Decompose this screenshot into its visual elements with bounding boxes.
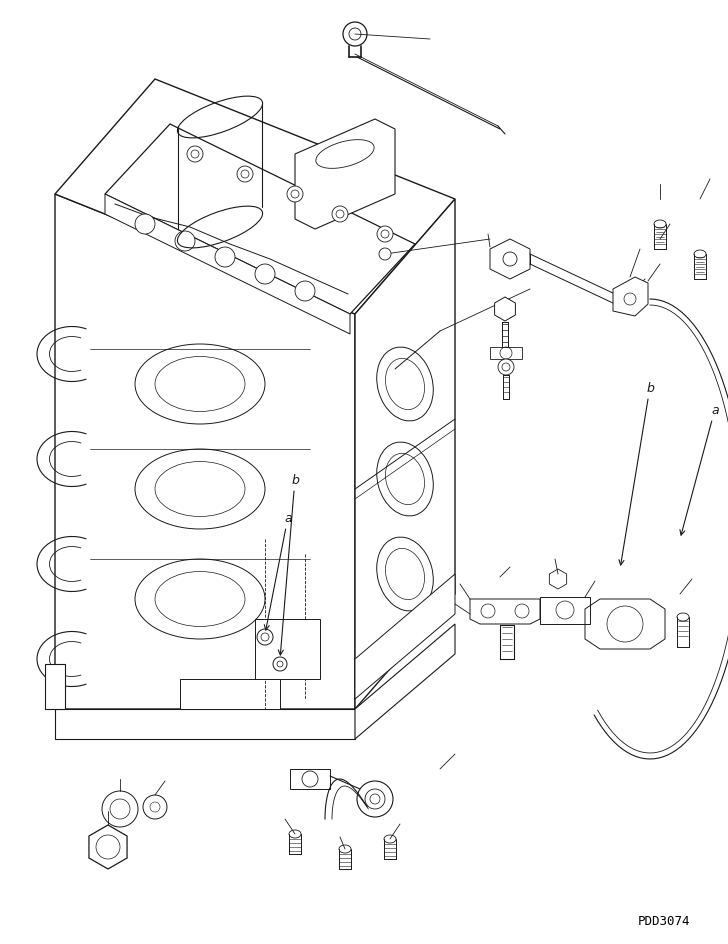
Polygon shape bbox=[355, 624, 455, 739]
Polygon shape bbox=[355, 574, 455, 700]
Polygon shape bbox=[490, 347, 522, 360]
Polygon shape bbox=[105, 125, 415, 314]
Text: b: b bbox=[619, 381, 654, 565]
Polygon shape bbox=[290, 769, 330, 789]
Polygon shape bbox=[490, 240, 530, 279]
Circle shape bbox=[175, 232, 195, 252]
Circle shape bbox=[255, 264, 275, 285]
Polygon shape bbox=[55, 80, 455, 314]
Text: a: a bbox=[680, 403, 719, 535]
Circle shape bbox=[357, 782, 393, 818]
Polygon shape bbox=[105, 194, 350, 334]
Circle shape bbox=[135, 215, 155, 235]
Polygon shape bbox=[89, 825, 127, 869]
Circle shape bbox=[237, 167, 253, 183]
Polygon shape bbox=[613, 278, 648, 316]
Polygon shape bbox=[180, 680, 280, 709]
Polygon shape bbox=[355, 200, 455, 709]
Text: PDD3074: PDD3074 bbox=[638, 914, 690, 927]
Circle shape bbox=[187, 147, 203, 162]
Circle shape bbox=[215, 247, 235, 268]
Polygon shape bbox=[470, 599, 540, 624]
Polygon shape bbox=[540, 598, 590, 624]
Polygon shape bbox=[255, 619, 320, 680]
Circle shape bbox=[498, 360, 514, 376]
Circle shape bbox=[302, 771, 318, 787]
Text: b: b bbox=[278, 473, 299, 655]
Circle shape bbox=[273, 657, 287, 671]
Text: a: a bbox=[264, 511, 292, 631]
Polygon shape bbox=[45, 665, 65, 709]
Circle shape bbox=[377, 227, 393, 243]
Circle shape bbox=[295, 281, 315, 302]
Polygon shape bbox=[295, 120, 395, 229]
Circle shape bbox=[102, 791, 138, 827]
Polygon shape bbox=[55, 709, 355, 739]
Polygon shape bbox=[494, 297, 515, 322]
Circle shape bbox=[332, 207, 348, 223]
Circle shape bbox=[379, 248, 391, 261]
Polygon shape bbox=[55, 194, 355, 709]
Circle shape bbox=[257, 630, 273, 646]
Polygon shape bbox=[550, 569, 566, 589]
Circle shape bbox=[287, 187, 303, 203]
